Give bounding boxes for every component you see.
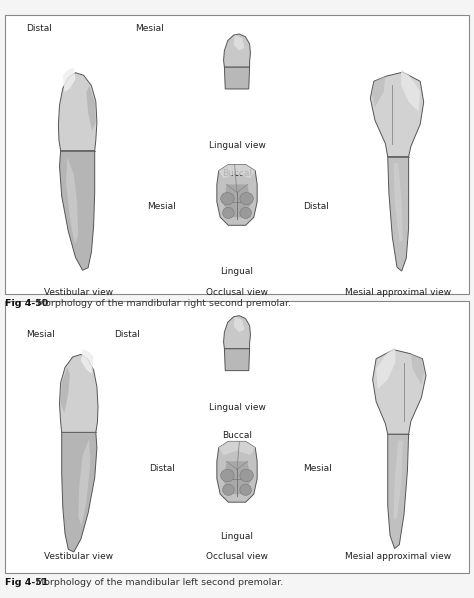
Polygon shape — [224, 461, 250, 494]
Text: Buccal: Buccal — [222, 431, 252, 440]
Polygon shape — [219, 441, 255, 455]
Polygon shape — [66, 157, 78, 245]
Ellipse shape — [221, 193, 234, 205]
Polygon shape — [60, 151, 95, 270]
Text: Vestibular view: Vestibular view — [44, 552, 113, 561]
Text: Lingual view: Lingual view — [209, 403, 265, 412]
Text: Lingual: Lingual — [220, 267, 254, 276]
Text: Mesial approximal view: Mesial approximal view — [345, 552, 451, 561]
Polygon shape — [219, 164, 255, 178]
Ellipse shape — [240, 484, 251, 495]
Text: Distal: Distal — [303, 202, 329, 211]
Polygon shape — [234, 317, 245, 332]
Ellipse shape — [223, 208, 234, 218]
FancyBboxPatch shape — [5, 301, 469, 573]
Polygon shape — [393, 163, 403, 241]
Ellipse shape — [240, 193, 253, 205]
Ellipse shape — [221, 469, 234, 482]
Polygon shape — [393, 441, 403, 518]
Polygon shape — [401, 69, 420, 111]
Polygon shape — [217, 441, 257, 502]
Polygon shape — [61, 367, 70, 413]
Polygon shape — [224, 316, 250, 349]
Text: Distal: Distal — [114, 330, 140, 339]
Ellipse shape — [240, 208, 251, 218]
Polygon shape — [224, 349, 250, 371]
Text: Morphology of the mandibular left second premolar.: Morphology of the mandibular left second… — [36, 578, 283, 587]
Text: Morphology of the mandibular right second premolar.: Morphology of the mandibular right secon… — [37, 299, 291, 308]
Text: Distal: Distal — [149, 464, 175, 474]
Polygon shape — [58, 73, 97, 151]
Text: Fig 4-50: Fig 4-50 — [5, 299, 48, 308]
Polygon shape — [62, 432, 97, 552]
Ellipse shape — [240, 469, 253, 482]
Text: Fig 4-51: Fig 4-51 — [5, 578, 48, 587]
Polygon shape — [411, 353, 424, 385]
Text: Mesial: Mesial — [26, 330, 55, 339]
Polygon shape — [370, 72, 424, 157]
Polygon shape — [224, 184, 250, 217]
Polygon shape — [81, 349, 93, 374]
Polygon shape — [86, 86, 96, 131]
Polygon shape — [78, 439, 91, 526]
Text: Vestibular view: Vestibular view — [44, 288, 113, 297]
Text: Mesial: Mesial — [135, 24, 164, 33]
Polygon shape — [234, 35, 245, 50]
Polygon shape — [224, 67, 250, 89]
Ellipse shape — [223, 484, 234, 495]
Text: Lingual view: Lingual view — [209, 141, 265, 150]
Polygon shape — [373, 350, 426, 434]
Text: Mesial: Mesial — [146, 202, 175, 211]
Polygon shape — [224, 34, 250, 67]
Polygon shape — [217, 164, 257, 225]
Text: Distal: Distal — [26, 24, 52, 33]
Polygon shape — [63, 68, 75, 92]
Polygon shape — [388, 434, 409, 548]
Text: Mesial approximal view: Mesial approximal view — [345, 288, 451, 297]
Text: Buccal: Buccal — [222, 169, 252, 178]
Polygon shape — [60, 355, 98, 432]
Text: Occlusal view: Occlusal view — [206, 552, 268, 561]
Text: Lingual: Lingual — [220, 532, 254, 541]
FancyBboxPatch shape — [5, 15, 469, 294]
Polygon shape — [376, 347, 395, 389]
Text: Occlusal view: Occlusal view — [206, 288, 268, 297]
Polygon shape — [388, 157, 409, 271]
Text: Mesial: Mesial — [303, 464, 332, 474]
Polygon shape — [372, 76, 385, 107]
